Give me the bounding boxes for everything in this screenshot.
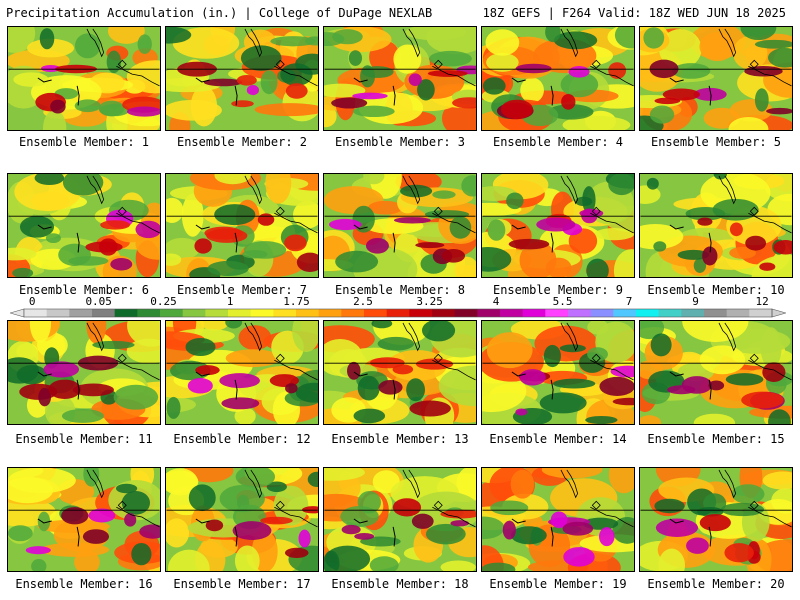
ensemble-member-map [323,320,477,425]
ensemble-member-label: Ensemble Member: 4 [492,135,624,149]
colorbar-swatch [749,309,773,317]
colorbar-swatch [658,309,682,317]
colorbar-swatch [409,309,433,317]
ensemble-member-map [165,467,319,572]
colorbar-tick-label: 0.25 [150,295,177,308]
ensemble-member-map [323,26,477,131]
ensemble-member-map [323,173,477,278]
ensemble-member-label: Ensemble Member: 14 [489,432,627,446]
colorbar-swatch [386,309,410,317]
colorbar-swatch [568,309,592,317]
colorbar-swatch [250,309,274,317]
ensemble-member-label: Ensemble Member: 10 [647,283,785,297]
colorbar-swatch [681,309,705,317]
colorbar-swatch [296,309,320,317]
header-title: Precipitation Accumulation (in.) | Colle… [6,6,433,20]
ensemble-member-label: Ensemble Member: 5 [650,135,782,149]
colorbar-swatch [137,309,161,317]
ensemble-member-map [481,320,635,425]
colorbar-swatch [273,309,297,317]
colorbar-swatch [182,309,206,317]
colorbar-swatch [613,309,637,317]
colorbar-swatch [46,309,70,317]
ensemble-member-label: Ensemble Member: 7 [176,283,308,297]
colorbar-swatch [341,309,365,317]
colorbar-swatch [704,309,728,317]
ensemble-member-label: Ensemble Member: 11 [15,432,153,446]
ensemble-member-label: Ensemble Member: 17 [173,577,311,591]
colorbar-tick-label: 7 [626,295,633,308]
ensemble-member-label: Ensemble Member: 19 [489,577,627,591]
ensemble-member-label: Ensemble Member: 6 [18,283,150,297]
colorbar-tick-label: 0 [29,295,36,308]
colorbar-swatch [454,309,478,317]
colorbar-tick-label: 9 [692,295,699,308]
ensemble-member-map [481,467,635,572]
colorbar-tick-label: 12 [755,295,768,308]
colorbar-tick-label: 5.5 [553,295,573,308]
precipitation-colorbar: 0 0.05 0.25 1 1.75 2.5 3.25 4 5.5 7 9 12 [10,295,786,319]
colorbar-swatch [432,309,456,317]
colorbar-swatch [114,309,138,317]
colorbar-swatch [726,309,750,317]
ensemble-member-map [481,173,635,278]
ensemble-member-map [639,320,793,425]
ensemble-member-map [323,467,477,572]
ensemble-member-label: Ensemble Member: 3 [334,135,466,149]
ensemble-member-label: Ensemble Member: 13 [331,432,469,446]
colorbar-tick-label: 4 [493,295,500,308]
ensemble-member-label: Ensemble Member: 18 [331,577,469,591]
colorbar-tick-label: 1.75 [283,295,310,308]
colorbar-swatch [318,309,342,317]
ensemble-member-label: Ensemble Member: 20 [647,577,785,591]
ensemble-member-map [7,467,161,572]
ensemble-member-map [7,26,161,131]
ensemble-member-label: Ensemble Member: 12 [173,432,311,446]
ensemble-member-map [165,320,319,425]
colorbar-swatch [364,309,388,317]
ensemble-member-label: Ensemble Member: 1 [18,135,150,149]
ensemble-member-label: Ensemble Member: 8 [334,283,466,297]
colorbar-swatch [500,309,524,317]
colorbar-swatch [228,309,252,317]
ensemble-member-label: Ensemble Member: 9 [492,283,624,297]
colorbar-tick-label: 1 [227,295,234,308]
colorbar-swatch [590,309,614,317]
ensemble-member-map [165,26,319,131]
ensemble-member-label: Ensemble Member: 2 [176,135,308,149]
colorbar-swatch [545,309,569,317]
header-run-info: 18Z GEFS | F264 Valid: 18Z WED JUN 18 20… [482,6,786,20]
ensemble-member-label: Ensemble Member: 16 [15,577,153,591]
ensemble-member-label: Ensemble Member: 15 [647,432,785,446]
ensemble-member-map [639,173,793,278]
colorbar-swatch [24,309,48,317]
ensemble-member-map [639,26,793,131]
colorbar-tick-label: 3.25 [416,295,443,308]
colorbar-tick-label: 2.5 [353,295,373,308]
colorbar-swatch [205,309,229,317]
colorbar-tick-label: 0.05 [85,295,112,308]
ensemble-member-map [7,320,161,425]
ensemble-member-map [639,467,793,572]
colorbar-swatch [636,309,660,317]
colorbar-swatch [160,309,184,317]
ensemble-member-map [7,173,161,278]
colorbar-swatch [522,309,546,317]
colorbar-swatch [69,309,93,317]
colorbar-swatch [92,309,116,317]
colorbar-swatch [477,309,501,317]
ensemble-member-map [481,26,635,131]
ensemble-member-map [165,173,319,278]
